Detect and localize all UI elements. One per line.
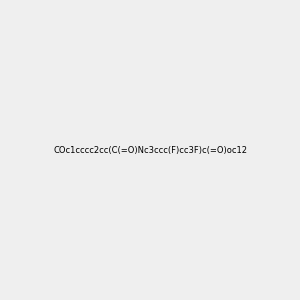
Text: COc1cccc2cc(C(=O)Nc3ccc(F)cc3F)c(=O)oc12: COc1cccc2cc(C(=O)Nc3ccc(F)cc3F)c(=O)oc12 xyxy=(53,146,247,154)
